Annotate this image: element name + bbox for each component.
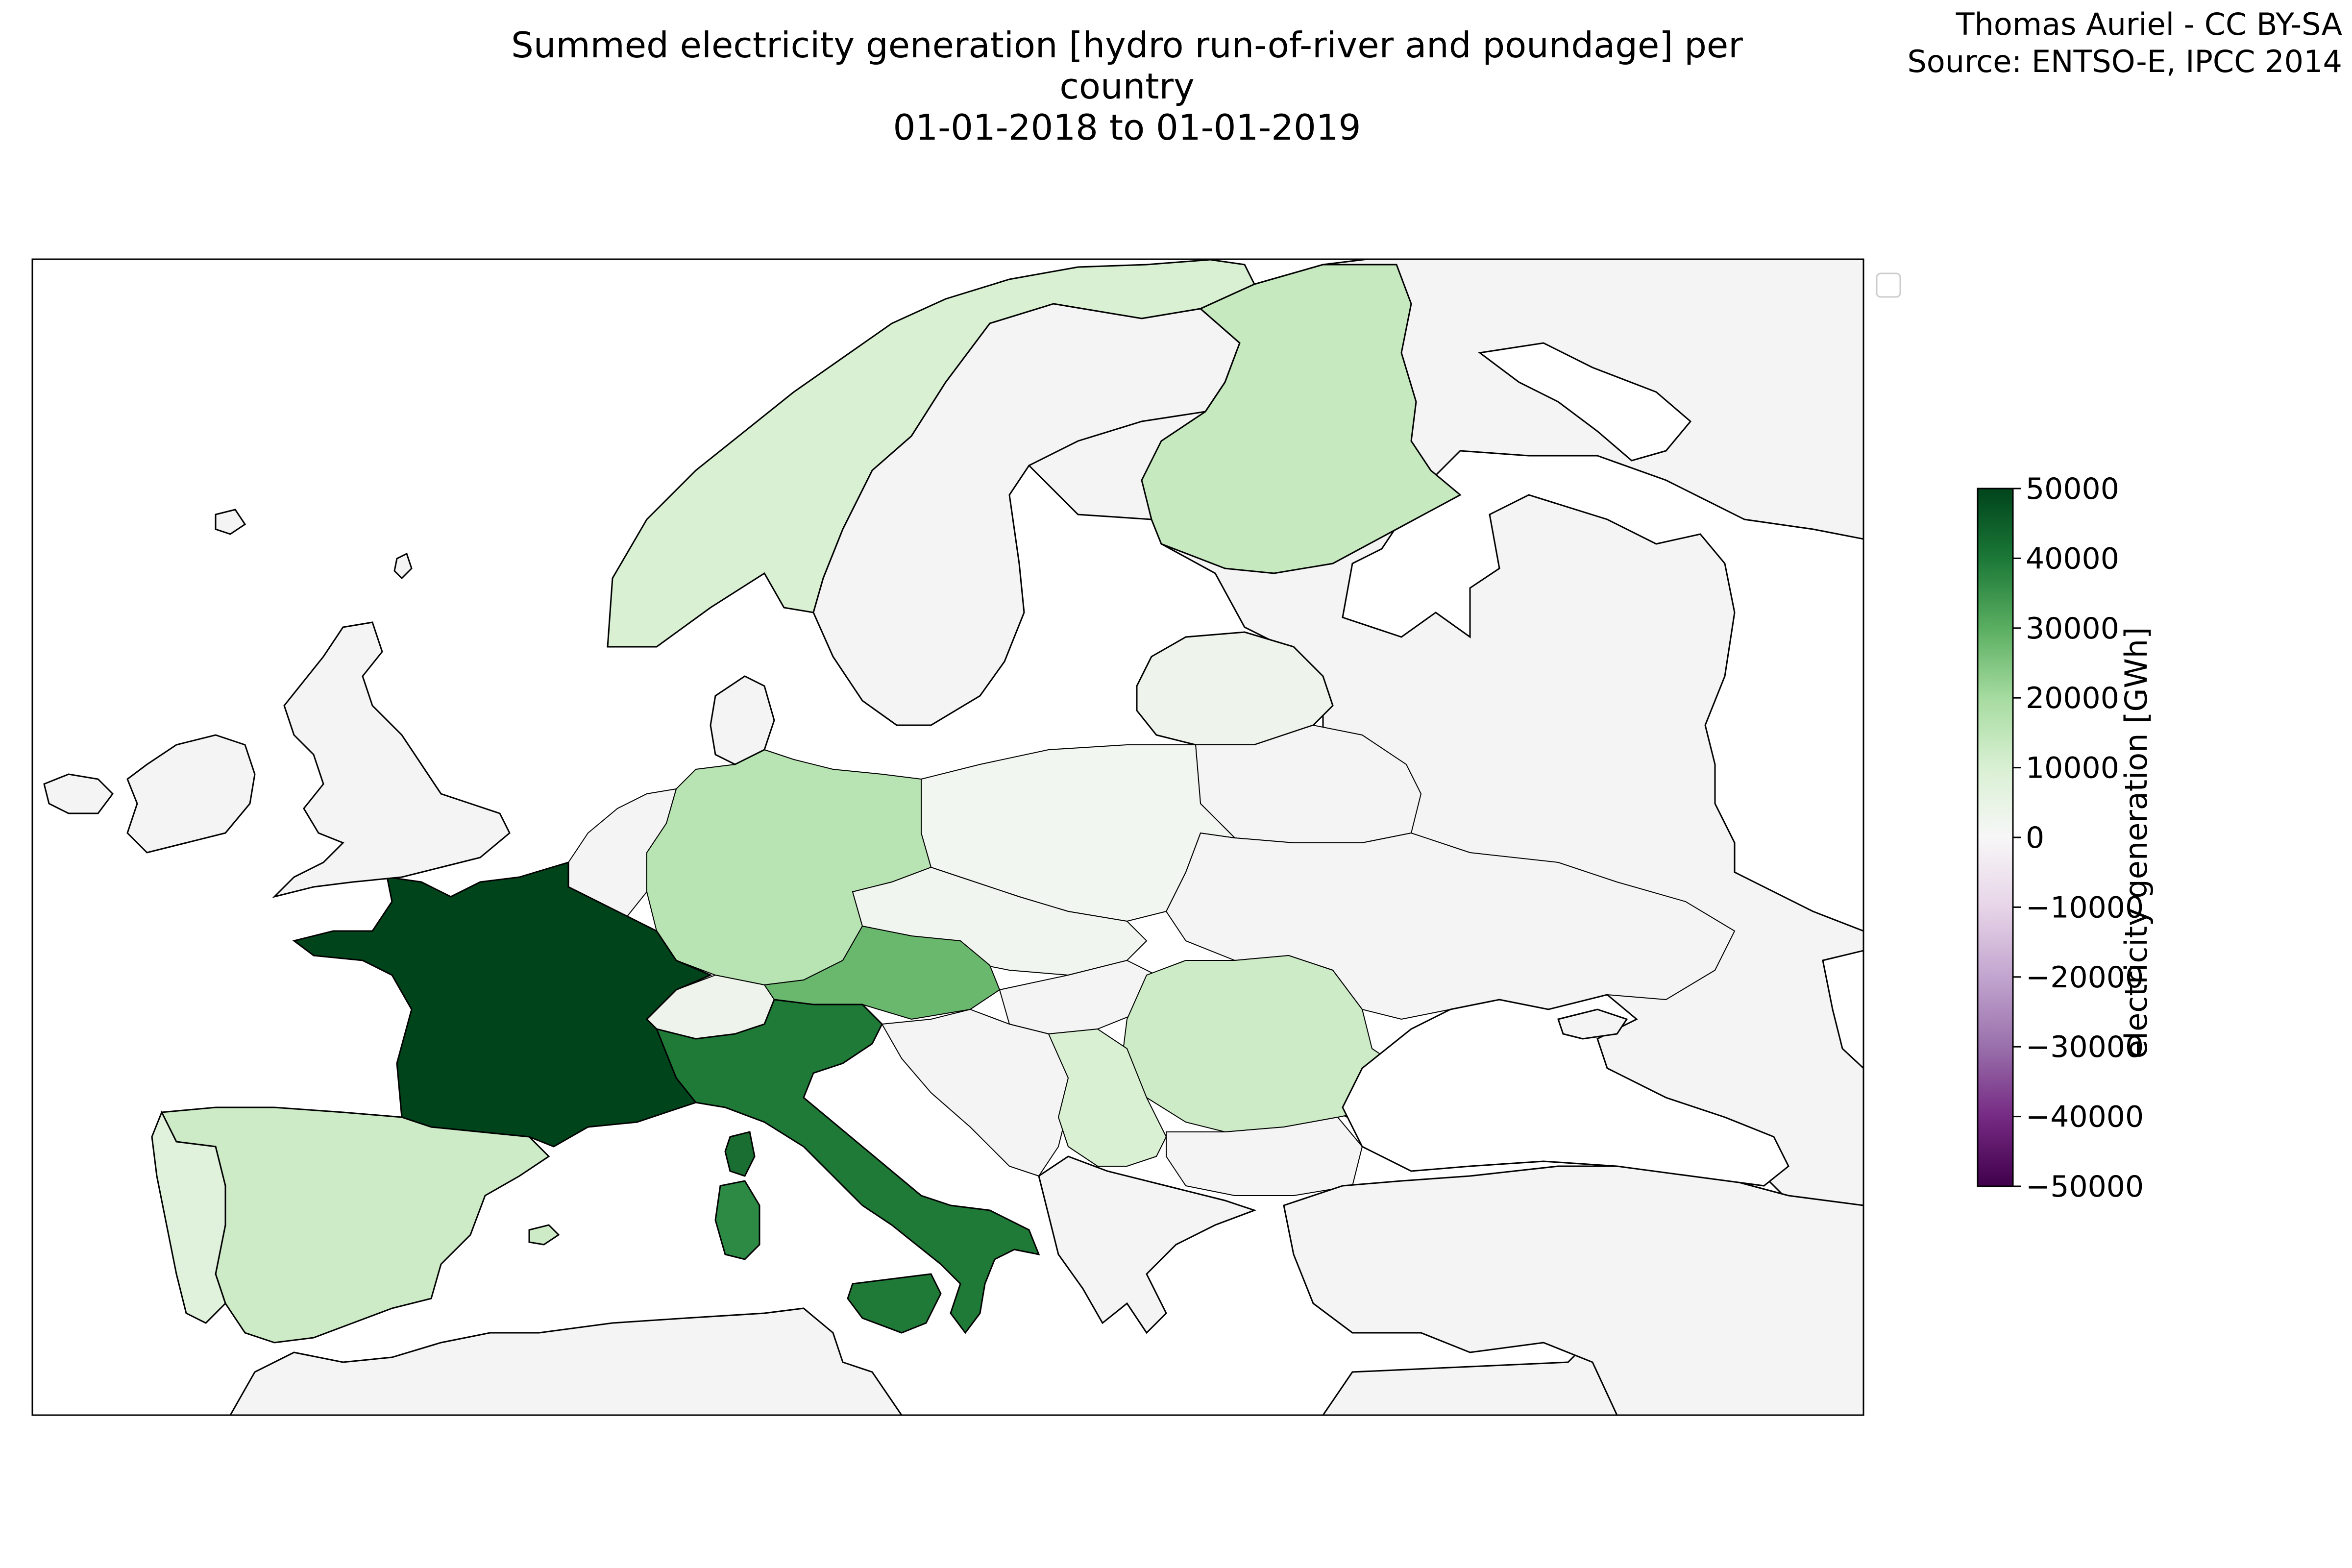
- chart-title: Summed electricity generation [hydro run…: [441, 24, 1813, 148]
- shetland-islands: [393, 552, 413, 580]
- colorbar-label: electricity generation [GWh]: [2118, 627, 2154, 1059]
- north-africa-region: [229, 1307, 903, 1415]
- colorbar-tick-label: −40000: [2026, 1100, 2144, 1134]
- crimea: [1557, 1008, 1628, 1040]
- source-credit: Source: ENTSO-E, IPCC 2014: [1907, 44, 2342, 79]
- caspian-sea: [1822, 950, 1863, 1070]
- colorbar-tick-label: −10000: [2026, 890, 2144, 925]
- faroe-islands: [215, 509, 246, 535]
- turkey-region: [1283, 1165, 1863, 1415]
- colorbar-tick-label: −30000: [2026, 1030, 2144, 1064]
- colorbar-tick-label: 10000: [2026, 751, 2119, 785]
- colorbar-bar: [1977, 488, 2014, 1187]
- author-credit: Thomas Auriel - CC BY-SA: [1956, 6, 2342, 42]
- map-area: [32, 259, 1863, 1415]
- balearic-region: [528, 1224, 560, 1246]
- map-frame: [31, 258, 1864, 1416]
- iceland-region: [43, 773, 114, 814]
- france-region: [292, 861, 712, 1148]
- italy-region: [655, 999, 1040, 1334]
- black-sea: [1342, 994, 1789, 1187]
- colorbar-tick-label: 40000: [2026, 541, 2119, 576]
- colorbar-tick-label: 30000: [2026, 612, 2119, 646]
- colorbar-tick-label: −50000: [2026, 1170, 2144, 1204]
- colorbar-tick-label: −20000: [2026, 960, 2144, 995]
- title-line-2: 01-01-2018 to 01-01-2019: [893, 107, 1361, 148]
- finland-region: [1141, 264, 1462, 574]
- colorbar: 50000 40000 30000 20000 10000 0 −10000 −20000 −3…: [1977, 472, 2144, 1204]
- sardinia-region: [714, 1180, 760, 1260]
- colorbar-tick-label: 50000: [2026, 472, 2119, 506]
- white-sea: [1478, 342, 1692, 462]
- portugal-region: [151, 1110, 226, 1324]
- sweden-region: [812, 303, 1241, 726]
- great-britain-region: [272, 621, 511, 898]
- title-line-1: Summed electricity generation [hydro run…: [511, 24, 1743, 107]
- colorbar-tick-label: 20000: [2026, 681, 2119, 715]
- sicily-region: [847, 1273, 942, 1334]
- greece-region: [1038, 1155, 1257, 1334]
- credits: Thomas Auriel - CC BY-SA Source: ENTSO-E…: [1907, 6, 2342, 80]
- corsica-region: [724, 1131, 756, 1177]
- denmark-region: [710, 675, 775, 765]
- colorbar-tick-label: 0: [2026, 821, 2044, 855]
- serbia-region: [1048, 1028, 1167, 1167]
- colorbar-ticks: 50000 40000 30000 20000 10000 0 −10000 −20000 −3…: [2013, 472, 2144, 1204]
- ireland-region: [126, 734, 256, 854]
- legend-box: [1876, 272, 1901, 298]
